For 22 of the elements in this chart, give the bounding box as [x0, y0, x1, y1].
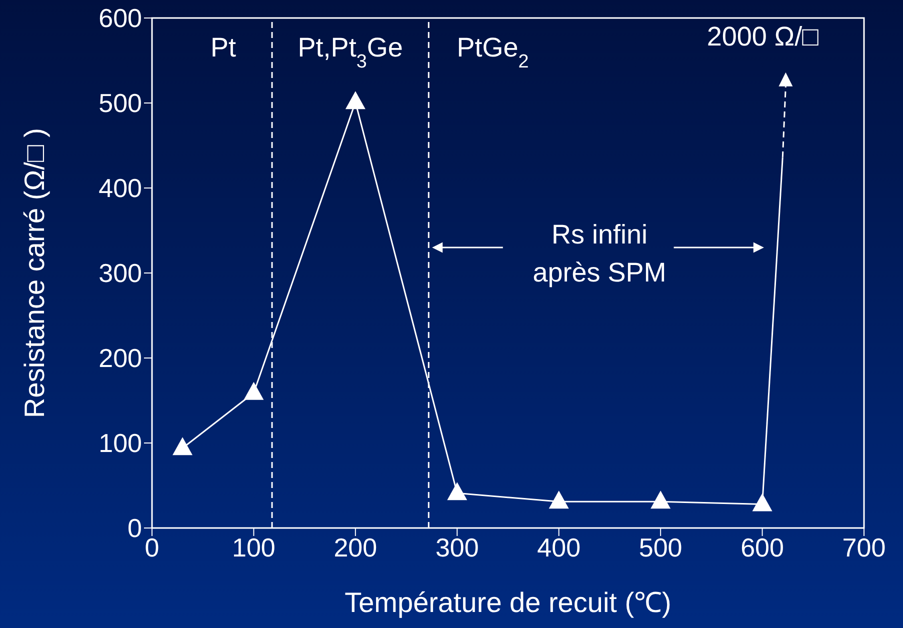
annotation: PtGe$_{2}$ [456, 32, 529, 72]
y-tick-label: 200 [98, 343, 142, 374]
y-axis-title: Resistance carré (Ω/□ ) [18, 128, 50, 418]
annotation: 2000 Ω/□ [706, 21, 820, 52]
x-tick-label: 700 [842, 532, 886, 562]
x-tick-label: 500 [638, 532, 682, 562]
annotation: Rs infini [552, 219, 648, 250]
x-tick-label: 100 [232, 532, 276, 562]
x-axis-title: Température de recuit (℃) [344, 587, 672, 618]
y-tick-label: 500 [98, 88, 142, 118]
y-tick-label: 100 [98, 428, 142, 458]
y-tick-label: 600 [98, 3, 142, 34]
annotation: après SPM [532, 258, 666, 288]
y-tick-label: 0 [128, 513, 142, 544]
x-tick-label: 200 [334, 532, 378, 562]
annotation: Pt [210, 32, 236, 62]
x-tick-label: 400 [537, 532, 581, 562]
y-tick-label: 400 [98, 173, 142, 204]
x-tick-label: 600 [740, 532, 784, 562]
x-tick-label: 300 [435, 532, 479, 562]
y-tick-label: 300 [98, 258, 142, 288]
annotation: Pt,Pt$_{3}$Ge [298, 32, 403, 72]
